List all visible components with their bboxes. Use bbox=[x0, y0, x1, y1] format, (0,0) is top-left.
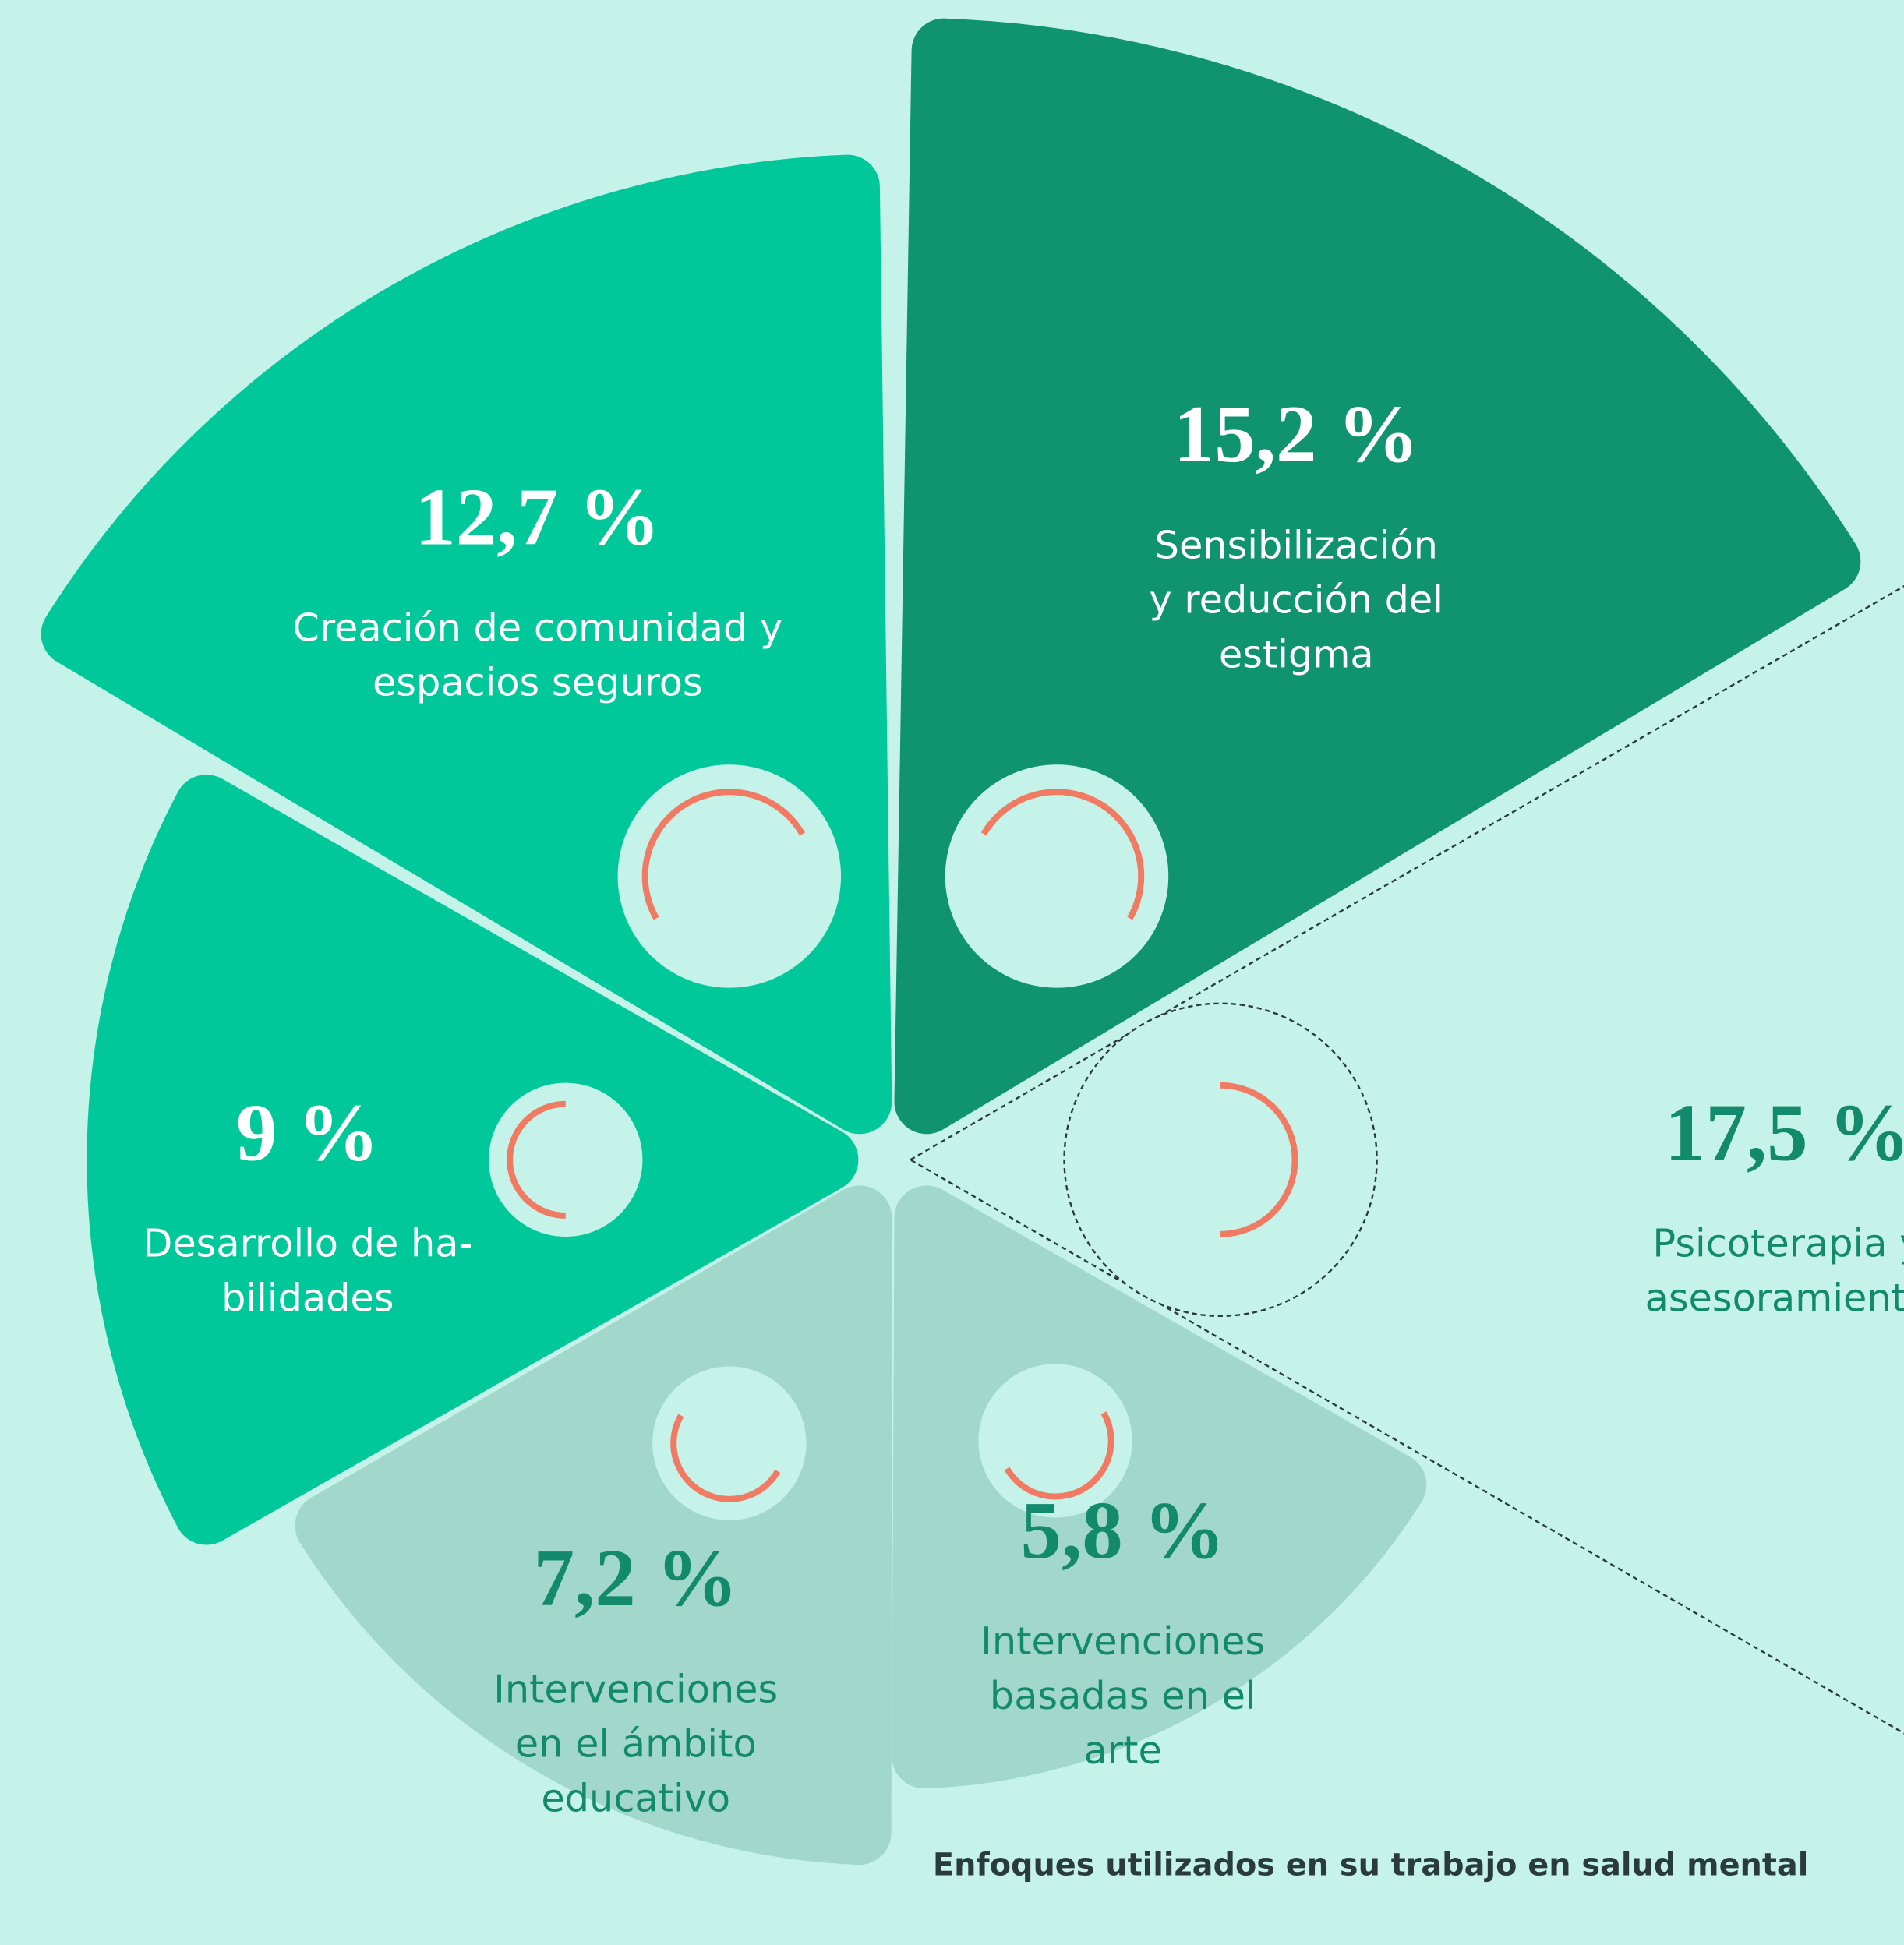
icon-arc bbox=[507, 1100, 566, 1219]
category-label: Sensibilización y reducción del estigma bbox=[1150, 522, 1443, 676]
category-line: asesoramiento bbox=[1645, 1275, 1904, 1320]
value-label: 5,8 % bbox=[1020, 1484, 1225, 1576]
icon-circle bbox=[617, 764, 842, 988]
value-label: 15,2 % bbox=[1174, 388, 1419, 479]
icon-circle bbox=[1063, 1002, 1378, 1318]
category-line: Psicoterapia y bbox=[1652, 1220, 1904, 1265]
icon-arc bbox=[670, 1414, 781, 1502]
value-label: 9 % bbox=[236, 1086, 380, 1177]
category-line: educativo bbox=[541, 1775, 730, 1820]
category-line: Sensibilización bbox=[1155, 522, 1438, 567]
category-line: Intervenciones bbox=[980, 1618, 1265, 1664]
wedge bbox=[892, 1185, 1427, 1789]
category-line: estigma bbox=[1219, 631, 1374, 676]
category-label: Psicoterapia y asesoramiento bbox=[1645, 1220, 1904, 1320]
icon-arc bbox=[641, 789, 805, 920]
category-label: Intervenciones en el ámbito educativo bbox=[493, 1666, 778, 1820]
category-line: basadas en el bbox=[990, 1673, 1256, 1718]
labels: 15,2 % Sensibilización y reducción del esti… bbox=[143, 388, 1904, 1820]
icon-arc bbox=[980, 789, 1145, 920]
value-label: 17,5 % bbox=[1665, 1086, 1904, 1177]
icon-circle bbox=[945, 764, 1169, 988]
category-line: y reducción del bbox=[1150, 577, 1443, 622]
category-line: en el ámbito bbox=[515, 1721, 757, 1766]
category-line: Intervenciones bbox=[493, 1666, 778, 1711]
category-line: bilidades bbox=[221, 1275, 394, 1320]
value-label: 7,2 % bbox=[533, 1532, 738, 1623]
value-label: 12,7 % bbox=[415, 471, 660, 562]
icon-arc bbox=[1220, 1082, 1298, 1237]
category-line: Desarrollo de ha- bbox=[143, 1220, 472, 1265]
category-line: espacios seguros bbox=[373, 659, 703, 704]
chart-title: Enfoques utilizados en su trabajo en sal… bbox=[933, 1848, 1808, 1883]
category-line: Creación de comunidad y bbox=[292, 605, 782, 650]
category-label: Desarrollo de ha-bilidades bbox=[143, 1220, 472, 1320]
icons bbox=[489, 764, 1378, 1520]
wedge bbox=[87, 775, 859, 1545]
category-line: arte bbox=[1084, 1728, 1162, 1773]
icon-arc bbox=[1004, 1411, 1114, 1500]
category-label: Intervenciones basadas en el arte bbox=[980, 1618, 1265, 1773]
category-label: Creación de comunidad y espacios seguros bbox=[292, 605, 782, 704]
